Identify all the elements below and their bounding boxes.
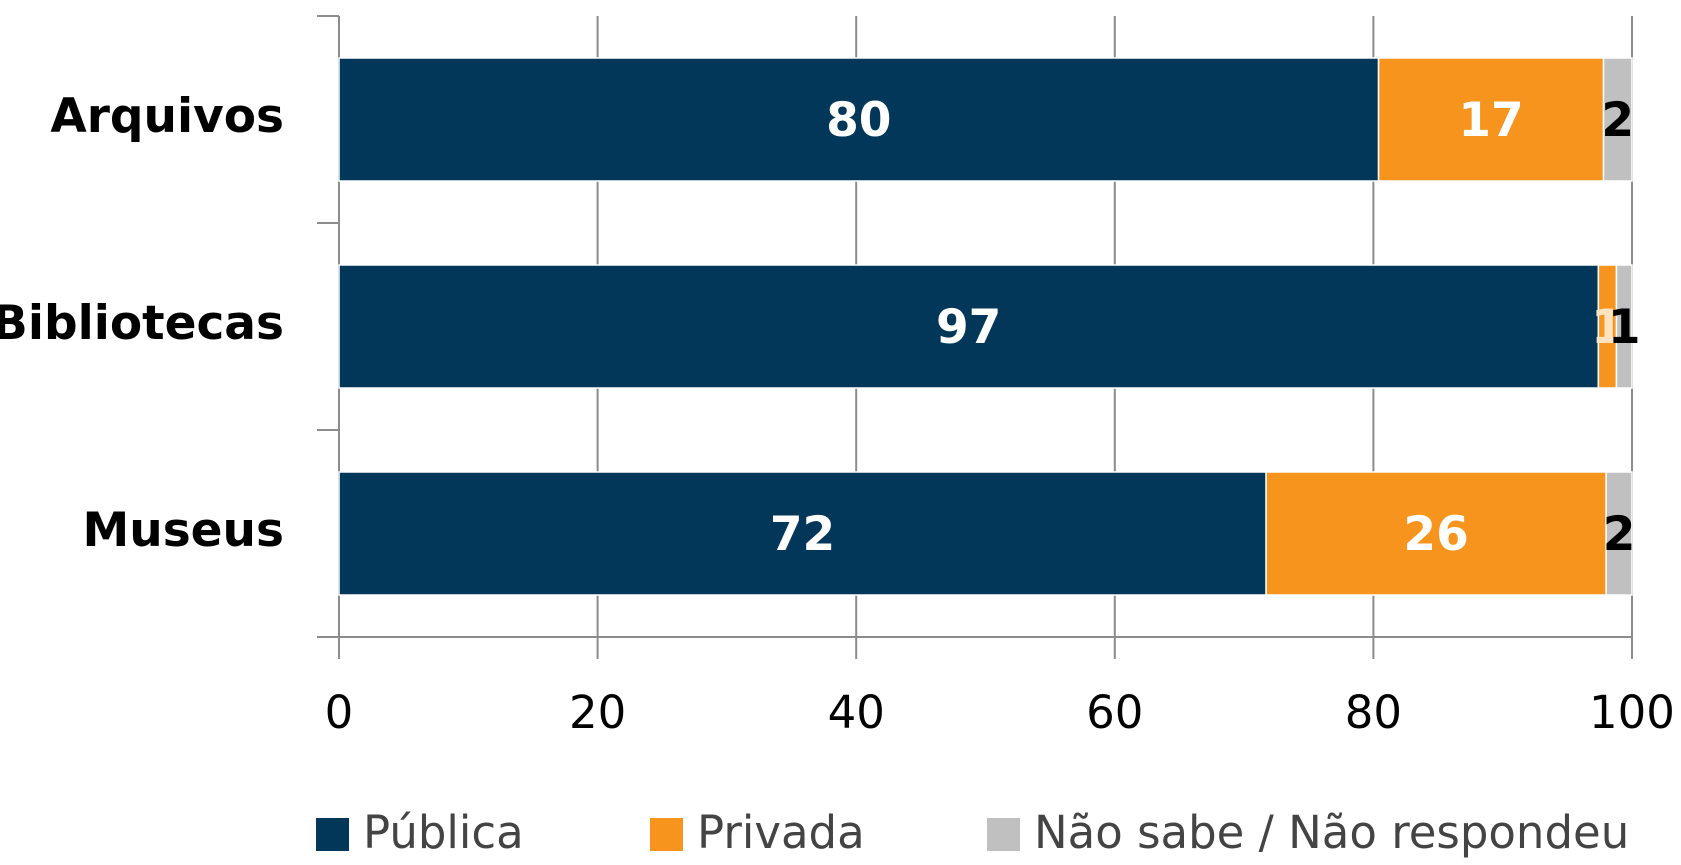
- x-tick-label: 60: [1086, 686, 1143, 739]
- value-label: 26: [1403, 507, 1468, 562]
- bar-segment: [1377, 57, 1605, 182]
- category-label: Arquivos: [50, 89, 284, 144]
- category-label: Bibliotecas: [0, 296, 284, 351]
- legend-label: Não sabe / Não respondeu: [1034, 806, 1629, 859]
- bar-segment: [338, 471, 1267, 596]
- legend-label: Pública: [363, 806, 524, 859]
- bar-segment: [1602, 57, 1633, 182]
- value-label: 2: [1603, 507, 1636, 562]
- value-label: 97: [936, 300, 1001, 355]
- value-label: 17: [1458, 93, 1523, 148]
- x-tick-label: 0: [325, 686, 354, 739]
- legend-label: Privada: [697, 806, 865, 859]
- value-label: 80: [826, 93, 891, 148]
- value-label: 2: [1601, 93, 1634, 148]
- x-tick-label: 20: [569, 686, 626, 739]
- bar-segment: [1615, 264, 1633, 389]
- value-label: 72: [770, 507, 835, 562]
- legend-swatch: [987, 818, 1020, 851]
- value-label: 1: [1608, 300, 1641, 355]
- bar-segment: [338, 57, 1380, 182]
- x-tick-label: 40: [828, 686, 885, 739]
- category-label: Museus: [82, 503, 284, 558]
- bar-segment: [1265, 471, 1607, 596]
- x-tick-label: 100: [1589, 686, 1675, 739]
- legend-swatch: [316, 818, 349, 851]
- legend-swatch: [650, 818, 683, 851]
- x-tick-label: 80: [1345, 686, 1402, 739]
- bar-segment: [338, 264, 1600, 389]
- bar-segment: [1605, 471, 1633, 596]
